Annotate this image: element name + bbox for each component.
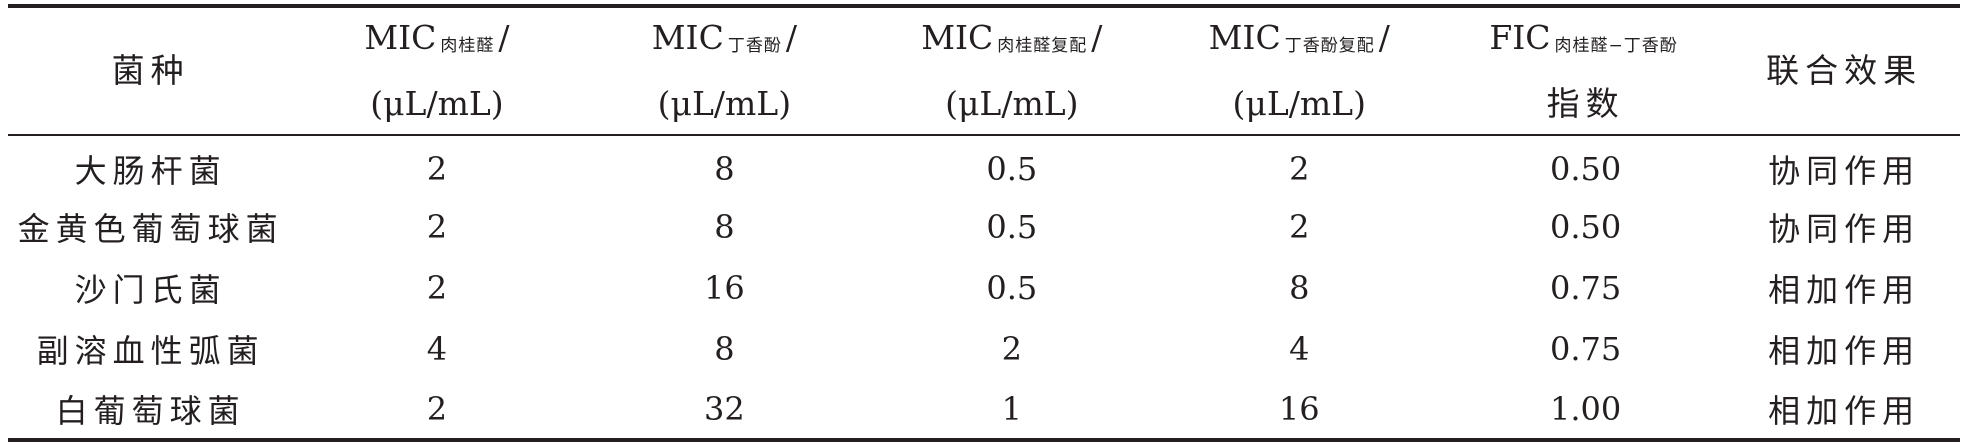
cell-fic-index: 0.50 bbox=[1549, 150, 1622, 188]
cell-mic-cinnamaldehyde-combined: 0.5 bbox=[986, 150, 1038, 188]
cell-combined-effect: 相加作用 bbox=[1768, 331, 1921, 370]
header-mic-eugenol-unit: (μL/mL) bbox=[657, 84, 792, 123]
cell-mic-cinnamaldehyde: 4 bbox=[426, 329, 448, 368]
header-fic-index-label: 指数 bbox=[1546, 84, 1625, 123]
table-row: 金黄色葡萄球菌 2 8 0.5 2 0.50 协同作用 bbox=[8, 196, 1960, 257]
cell-combined-effect: 相加作用 bbox=[1768, 391, 1921, 430]
table-row: 白葡萄球菌 2 32 1 16 1.00 相加作用 bbox=[8, 379, 1960, 440]
cell-mic-cinnamaldehyde-combined: 0.5 bbox=[986, 268, 1038, 307]
header-strain: 菌种 bbox=[8, 6, 293, 135]
cell-mic-eugenol-combined: 4 bbox=[1289, 329, 1310, 368]
header-mic-cinnamaldehyde-combined-line1: MIC 肉桂醛复配 / bbox=[868, 8, 1155, 74]
header-mic-cinnamaldehyde-tail: / bbox=[498, 18, 510, 57]
header-mic-cinnamaldehyde-combined-unit: (μL/mL) bbox=[945, 84, 1079, 123]
header-strain-label: 菌种 bbox=[111, 51, 190, 90]
cell-strain: 白葡萄球菌 bbox=[55, 391, 246, 430]
cell-combined-effect: 相加作用 bbox=[1768, 270, 1921, 309]
cell-strain: 副溶血性弧菌 bbox=[36, 331, 265, 370]
cell-mic-eugenol: 8 bbox=[714, 207, 735, 246]
header-fic-index: FIC 肉桂醛−丁香酚 指数 bbox=[1443, 6, 1728, 135]
header-mic-eugenol-combined-line1: MIC 丁香酚复配 / bbox=[1156, 8, 1443, 74]
header-mic-cinnamaldehyde-combined-sub: 肉桂醛复配 bbox=[997, 36, 1088, 56]
header-mic-cinnamaldehyde-line1: MIC 肉桂醛 / bbox=[293, 8, 580, 74]
cell-strain: 沙门氏菌 bbox=[74, 270, 227, 309]
cell-mic-cinnamaldehyde-combined: 2 bbox=[1001, 329, 1022, 368]
cell-combined-effect: 协同作用 bbox=[1768, 209, 1921, 248]
header-fic-index-line1: FIC 肉桂醛−丁香酚 bbox=[1443, 8, 1728, 74]
header-mic-eugenol-combined-main: MIC bbox=[1208, 18, 1281, 57]
cell-strain: 大肠杆菌 bbox=[74, 152, 227, 190]
header-fic-index-main: FIC bbox=[1489, 18, 1551, 57]
cell-combined-effect: 协同作用 bbox=[1768, 152, 1921, 190]
cell-fic-index: 0.75 bbox=[1549, 329, 1622, 368]
cell-mic-eugenol: 8 bbox=[714, 150, 735, 188]
header-mic-eugenol-combined: MIC 丁香酚复配 / (μL/mL) bbox=[1156, 6, 1443, 135]
cell-mic-eugenol: 16 bbox=[704, 268, 745, 307]
header-mic-cinnamaldehyde-combined-tail: / bbox=[1091, 18, 1103, 57]
cell-fic-index: 1.00 bbox=[1549, 389, 1622, 428]
cell-fic-index: 0.50 bbox=[1549, 207, 1622, 246]
header-combined-effect: 联合效果 bbox=[1728, 6, 1960, 135]
header-mic-eugenol-tail: / bbox=[785, 18, 797, 57]
header-mic-eugenol-combined-sub: 丁香酚复配 bbox=[1284, 36, 1375, 56]
cell-mic-cinnamaldehyde: 2 bbox=[426, 150, 448, 188]
cell-mic-cinnamaldehyde: 2 bbox=[426, 389, 448, 428]
cell-mic-eugenol: 32 bbox=[704, 389, 745, 428]
cell-fic-index: 0.75 bbox=[1549, 268, 1622, 307]
header-mic-cinnamaldehyde-main: MIC bbox=[364, 18, 437, 57]
header-mic-eugenol-line1: MIC 丁香酚 / bbox=[581, 8, 868, 74]
cell-mic-cinnamaldehyde-combined: 0.5 bbox=[986, 207, 1038, 246]
cell-mic-eugenol-combined: 2 bbox=[1289, 150, 1310, 188]
table-row: 副溶血性弧菌 4 8 2 4 0.75 相加作用 bbox=[8, 318, 1960, 379]
cell-mic-eugenol: 8 bbox=[714, 329, 735, 368]
cell-mic-cinnamaldehyde: 2 bbox=[426, 207, 448, 246]
table-row: 沙门氏菌 2 16 0.5 8 0.75 相加作用 bbox=[8, 257, 1960, 318]
header-mic-eugenol: MIC 丁香酚 / (μL/mL) bbox=[581, 6, 868, 135]
mic-table: 菌种 MIC 肉桂醛 / (μL/mL) MIC 丁香酚 / (μL/mL) MIC 肉桂… bbox=[8, 4, 1960, 442]
cell-strain: 金黄色葡萄球菌 bbox=[17, 209, 284, 248]
table-body: 大肠杆菌 2 8 0.5 2 0.50 协同作用 金黄色葡萄球菌 2 8 0.5… bbox=[8, 135, 1960, 440]
header-mic-cinnamaldehyde-unit: (μL/mL) bbox=[370, 84, 504, 123]
mic-table-container: 菌种 MIC 肉桂醛 / (μL/mL) MIC 丁香酚 / (μL/mL) MIC 肉桂… bbox=[8, 4, 1960, 442]
header-combined-effect-label: 联合效果 bbox=[1766, 51, 1923, 90]
header-mic-cinnamaldehyde-combined-main: MIC bbox=[921, 18, 994, 57]
cell-mic-cinnamaldehyde: 2 bbox=[426, 268, 448, 307]
table-header: 菌种 MIC 肉桂醛 / (μL/mL) MIC 丁香酚 / (μL/mL) MIC 肉桂… bbox=[8, 6, 1960, 135]
table-row: 大肠杆菌 2 8 0.5 2 0.50 协同作用 bbox=[8, 135, 1960, 196]
header-mic-cinnamaldehyde: MIC 肉桂醛 / (μL/mL) bbox=[293, 6, 580, 135]
header-mic-eugenol-combined-tail: / bbox=[1378, 18, 1390, 57]
cell-mic-cinnamaldehyde-combined: 1 bbox=[1001, 389, 1022, 428]
header-mic-eugenol-main: MIC bbox=[651, 18, 724, 57]
cell-mic-eugenol-combined: 8 bbox=[1289, 268, 1310, 307]
cell-mic-eugenol-combined: 16 bbox=[1278, 389, 1320, 428]
cell-mic-eugenol-combined: 2 bbox=[1289, 207, 1310, 246]
header-mic-cinnamaldehyde-combined: MIC 肉桂醛复配 / (μL/mL) bbox=[868, 6, 1155, 135]
header-mic-eugenol-combined-unit: (μL/mL) bbox=[1232, 84, 1366, 123]
header-row: 菌种 MIC 肉桂醛 / (μL/mL) MIC 丁香酚 / (μL/mL) MIC 肉桂… bbox=[8, 6, 1960, 135]
header-mic-eugenol-sub: 丁香酚 bbox=[727, 36, 782, 56]
header-fic-index-sub: 肉桂醛−丁香酚 bbox=[1554, 36, 1678, 56]
header-mic-cinnamaldehyde-sub: 肉桂醛 bbox=[440, 36, 495, 56]
